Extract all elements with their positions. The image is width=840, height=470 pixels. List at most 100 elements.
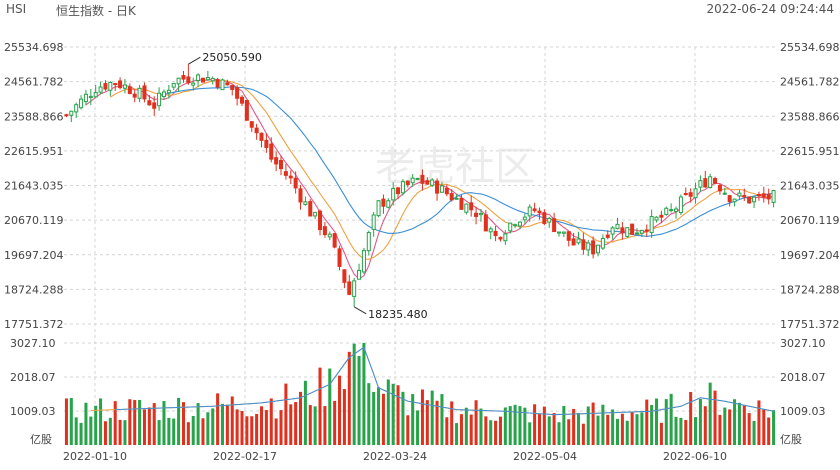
volume-bar (377, 387, 381, 445)
price-tick-left: 20670.119 (4, 214, 64, 227)
volume-bar (498, 416, 502, 445)
candle-body (293, 177, 298, 189)
candle-body (703, 178, 708, 188)
candle-body (756, 193, 761, 197)
volume-bar (74, 417, 78, 445)
candle-body (639, 229, 644, 234)
volume-bar (299, 391, 303, 445)
volume-bar (455, 423, 459, 445)
volume-bar (147, 407, 151, 445)
volume-bar (513, 404, 517, 445)
candle-body (366, 232, 371, 252)
volume-unit-right: 亿股 (780, 433, 802, 446)
volume-bar (94, 405, 98, 445)
volume-bar (406, 415, 410, 445)
candle-body (347, 281, 352, 295)
candle-body (176, 77, 181, 85)
candle-body (737, 192, 742, 197)
volume-bar (718, 414, 722, 445)
candle-body (396, 187, 401, 195)
volume-bar (420, 389, 424, 445)
candle-body (722, 192, 727, 195)
candle-body (717, 185, 722, 192)
volume-bar (586, 406, 590, 445)
candle-body (503, 233, 508, 242)
candle-body (513, 224, 518, 227)
candle-body (361, 250, 366, 273)
candle-body (454, 197, 459, 200)
volume-bar (606, 414, 610, 445)
candle-body (249, 121, 254, 128)
candle-body (625, 227, 630, 237)
volume-bar (259, 406, 264, 445)
volume-bar (352, 343, 356, 445)
candle-body (303, 201, 308, 205)
candle-body (566, 231, 571, 241)
volume-bar (425, 400, 429, 445)
timestamp: 2022-06-24 09:24:44 (706, 2, 834, 16)
volume-bar (181, 402, 185, 445)
candle-body (181, 75, 186, 80)
volume-bar (772, 410, 776, 445)
volume-bar (620, 413, 624, 445)
volume-bar (206, 412, 210, 445)
candle-body (415, 177, 420, 180)
volume-bar (684, 419, 688, 445)
candle-body (357, 269, 362, 280)
volume-bar (255, 413, 259, 445)
candle-body (274, 157, 279, 165)
candle-body (108, 81, 113, 91)
volume-bar (133, 400, 137, 445)
volume-bar (533, 404, 537, 445)
volume-bar (562, 406, 566, 445)
volume-bar (89, 416, 93, 445)
volume-bar (435, 400, 439, 445)
volume-bar (103, 421, 107, 445)
candle-body (498, 236, 503, 240)
candle-body (595, 244, 601, 254)
candle-body (420, 174, 425, 184)
candle-body (157, 92, 162, 107)
volume-bar (79, 422, 83, 445)
volume-bar (328, 368, 332, 445)
volume-bar (708, 382, 712, 445)
candle-body (674, 208, 679, 212)
volume-bar (401, 391, 405, 445)
volume-bar (323, 406, 327, 445)
volume-bar (274, 418, 278, 445)
candle-body (693, 188, 698, 199)
candle-body (605, 234, 610, 238)
candle-body (152, 102, 157, 109)
volume-bar (430, 390, 434, 445)
volume-bar (542, 406, 546, 445)
volume-bar (186, 422, 190, 445)
volume-bar (547, 416, 551, 445)
volume-bar (459, 414, 463, 445)
candle-body (444, 187, 449, 195)
candles (64, 64, 776, 307)
candle-body (400, 181, 405, 194)
volume-bar (752, 420, 756, 445)
volume-bar (333, 400, 337, 445)
volume-bar (84, 402, 88, 445)
candle-body (474, 212, 479, 217)
volume-bar (645, 399, 649, 445)
volume-bar (367, 383, 371, 445)
candle-body (191, 82, 196, 86)
price-tick-left: 21643.035 (4, 180, 64, 193)
volume-bar (196, 403, 200, 445)
candle-body (561, 231, 566, 234)
candle-body (522, 216, 527, 221)
candle-body (542, 212, 547, 224)
volume-bar (591, 402, 595, 445)
volume-bar (142, 409, 146, 445)
axis-labels: 25534.698 25534.698 24561.782 24561.782 2358… (4, 41, 840, 463)
date-tick: 2022-05-04 (513, 450, 577, 463)
candle-body (196, 74, 201, 82)
candle-body (669, 209, 674, 212)
candle-body (318, 210, 323, 231)
volume-bar (664, 399, 668, 445)
date-tick: 2022-02-17 (213, 450, 277, 463)
volume-bar (742, 405, 746, 445)
